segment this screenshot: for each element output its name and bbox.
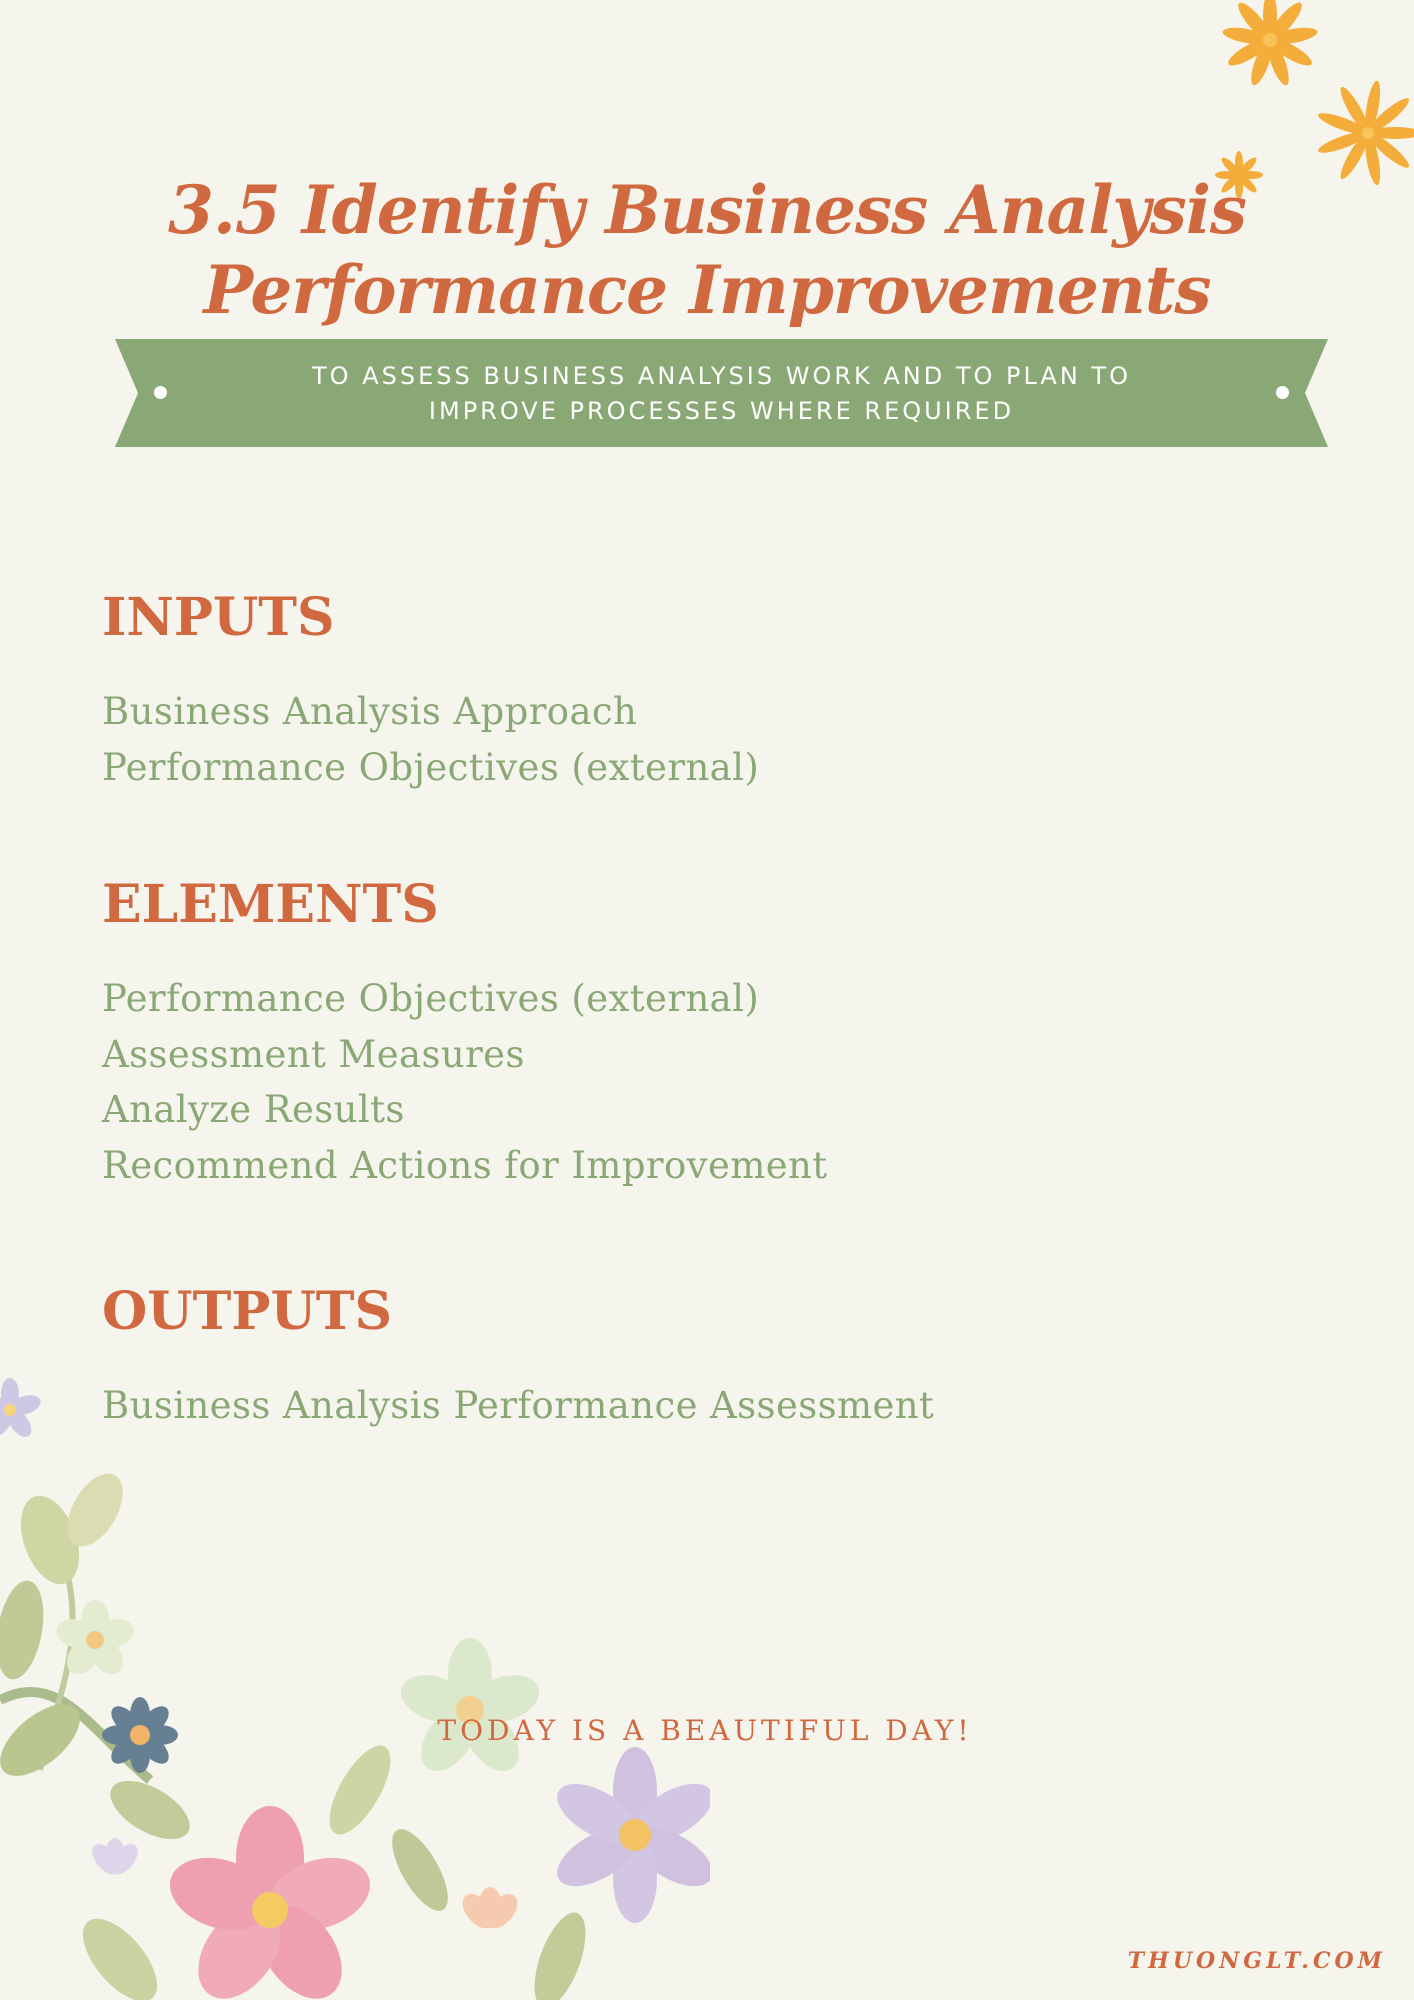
- title-line-2: Performance Improvements: [203, 251, 1212, 329]
- flower-icon: [1210, 0, 1330, 90]
- list-item: Assessment Measures: [102, 1032, 525, 1076]
- list-item: Recommend Actions for Improvement: [102, 1143, 828, 1187]
- banner-text: To assess business analysis work and to …: [312, 362, 1131, 425]
- outputs-list: Business Analysis Performance Assessment: [102, 1378, 934, 1434]
- list-item: Performance Objectives (external): [102, 977, 760, 1020]
- flower-icon: [1212, 148, 1266, 202]
- banner-dot-left: [154, 386, 167, 399]
- elements-list: Performance Objectives (external) Assess…: [102, 971, 828, 1193]
- flower-icon: [1318, 78, 1414, 188]
- subtitle-banner: To assess business analysis work and to …: [115, 339, 1328, 447]
- list-item: Performance Objectives (external): [102, 745, 760, 789]
- outputs-section: OUTPUTS Business Analysis Performance As…: [102, 1282, 934, 1434]
- elements-section: ELEMENTS Performance Objectives (externa…: [102, 875, 828, 1193]
- page-title: 3.5 Identify Business Analysis Performan…: [160, 170, 1254, 330]
- banner-dot-right: [1276, 386, 1289, 399]
- inputs-heading: INPUTS: [102, 587, 335, 648]
- title-line-1: 3.5 Identify Business Analysis: [167, 171, 1247, 249]
- list-item: Business Analysis Performance Assessment: [102, 1384, 935, 1427]
- floral-corner-illustration: [0, 1370, 710, 2000]
- list-item: Analyze Results: [102, 1088, 405, 1131]
- elements-heading: ELEMENTS: [102, 874, 439, 935]
- inputs-list: Business Analysis Approach Performance O…: [102, 684, 759, 795]
- site-name: THUONGLT.COM: [1127, 1948, 1386, 1974]
- outputs-heading: OUTPUTS: [102, 1281, 393, 1342]
- inputs-section: INPUTS Business Analysis Approach Perfor…: [102, 588, 759, 795]
- list-item: Business Analysis Approach: [102, 690, 638, 733]
- footer-motto: TODAY IS A BEAUTIFUL DAY!: [437, 1714, 973, 1747]
